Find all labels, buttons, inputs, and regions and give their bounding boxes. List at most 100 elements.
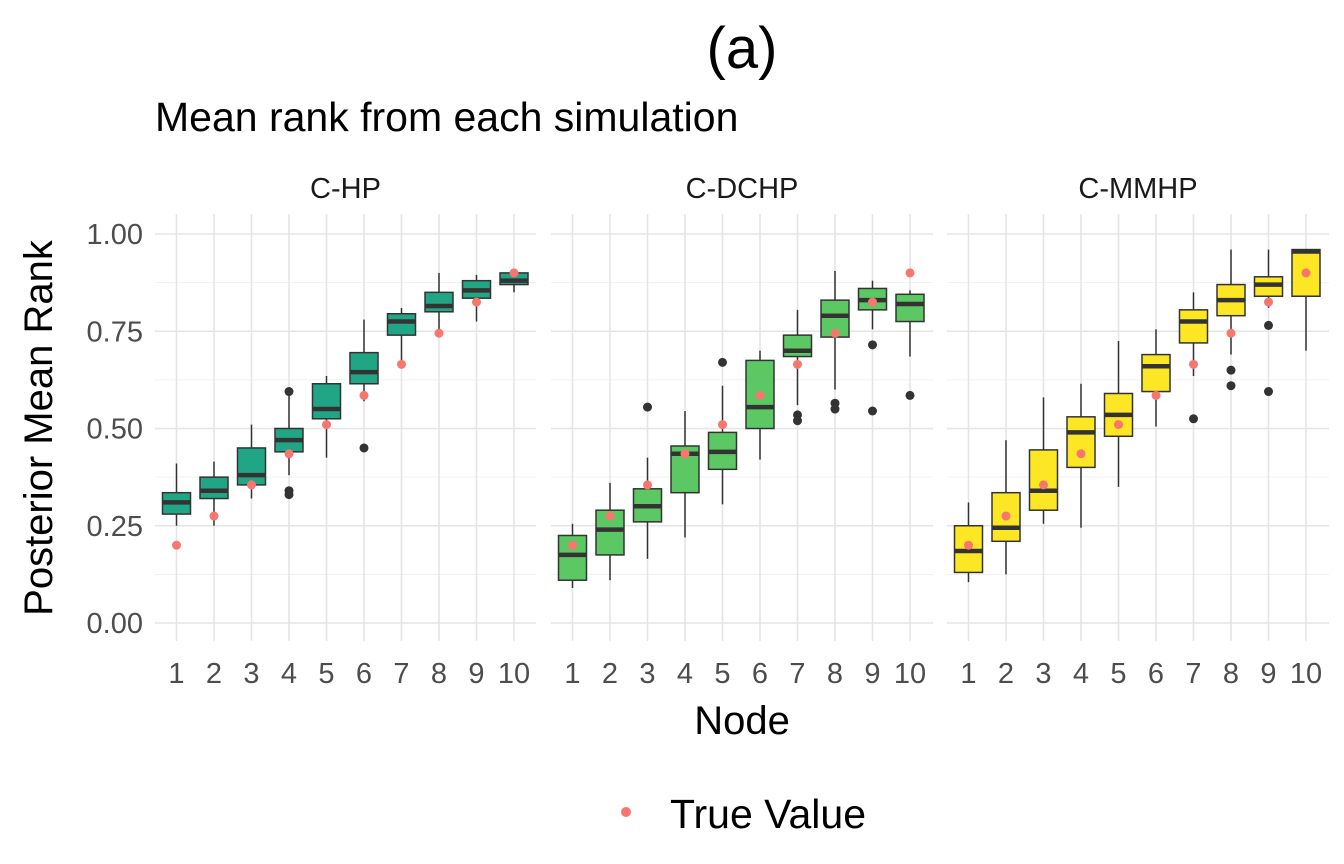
outlier-point — [718, 357, 727, 367]
x-tick-label: 10 — [1290, 658, 1322, 690]
outlier-point — [1226, 365, 1236, 375]
y-tick-label: 0.00 — [87, 608, 143, 640]
true-value-point — [322, 420, 331, 430]
box-iqr — [1178, 309, 1209, 344]
true-value-point — [755, 390, 765, 400]
box-node-7 — [386, 307, 417, 369]
y-tick-label: 0.25 — [87, 511, 143, 543]
facet-label: C-HP — [310, 173, 381, 205]
box-iqr — [782, 334, 813, 358]
x-tick-label: 1 — [960, 658, 976, 690]
true-value-point — [568, 540, 577, 550]
panel-c-hp: C-HP 1 2 3 4 5 6 7 8 9 10 — [155, 173, 536, 690]
x-tick-label: 6 — [752, 658, 768, 690]
true-value-point — [793, 359, 802, 369]
true-value-point — [172, 540, 181, 550]
x-tick-label: 3 — [1035, 658, 1051, 690]
outlier-point — [284, 490, 294, 500]
x-tick-label: 3 — [243, 658, 259, 690]
y-axis: 0.00 0.25 0.50 0.75 1.00 — [87, 219, 143, 640]
box-iqr — [199, 476, 229, 500]
y-axis-label: Posterior Mean Rank — [17, 239, 61, 616]
chart-title: Mean rank from each simulation — [155, 94, 738, 140]
x-tick-label: 9 — [864, 658, 880, 690]
x-tick-label: 6 — [356, 658, 372, 690]
box-node-2 — [991, 440, 1021, 575]
true-value-point — [434, 328, 444, 338]
panel-c-mmhp: C-MMHP 1 2 3 4 5 6 7 8 9 10 — [947, 173, 1329, 690]
box-node-3 — [236, 424, 267, 499]
x-tick-label: 3 — [639, 658, 655, 690]
true-value-point — [1039, 480, 1048, 490]
true-value-point — [1151, 390, 1161, 400]
outlier-point — [793, 416, 802, 426]
x-tick-label: 4 — [677, 658, 693, 690]
true-value-point — [209, 511, 219, 521]
box-node-10 — [1291, 248, 1321, 351]
outlier-point — [359, 443, 369, 453]
x-tick-label: 6 — [1148, 658, 1164, 690]
box-node-5 — [707, 357, 738, 505]
box-node-8 — [820, 270, 850, 414]
outlier-point — [643, 402, 652, 412]
legend: True Value — [621, 791, 866, 837]
outlier-point — [905, 390, 915, 400]
true-value-point — [964, 540, 973, 550]
box-node-1 — [161, 463, 192, 550]
box-node-6 — [1141, 329, 1171, 427]
y-tick-label: 0.50 — [87, 414, 143, 446]
true-value-point — [247, 480, 256, 490]
facet-label: C-MMHP — [1078, 173, 1197, 205]
outlier-point — [868, 406, 877, 416]
box-node-6 — [349, 319, 379, 453]
true-value-point — [472, 297, 481, 307]
x-tick-label: 7 — [393, 658, 409, 690]
x-tick-label: 9 — [468, 658, 484, 690]
true-value-point — [718, 420, 727, 430]
box-iqr — [1066, 416, 1096, 469]
true-value-point — [1001, 511, 1011, 521]
box-iqr — [386, 312, 417, 336]
true-value-point — [509, 268, 519, 278]
true-value-point — [359, 390, 369, 400]
true-value-point — [1076, 449, 1086, 459]
true-value-point — [643, 480, 652, 490]
box-node-6 — [745, 350, 775, 460]
x-tick-label: 2 — [998, 658, 1014, 690]
true-value-point — [605, 511, 615, 521]
x-tick-label: 2 — [602, 658, 618, 690]
y-tick-label: 1.00 — [87, 219, 143, 251]
box-iqr — [895, 293, 925, 323]
legend-true-value-marker — [621, 807, 631, 817]
x-tick-label: 7 — [1185, 658, 1201, 690]
box-iqr — [1141, 353, 1171, 393]
box-node-4 — [670, 410, 700, 538]
true-value-point — [680, 449, 690, 459]
true-value-point — [830, 328, 840, 338]
box-node-2 — [595, 482, 625, 581]
box-iqr — [349, 351, 379, 385]
box-node-3 — [632, 402, 663, 559]
x-tick-label: 2 — [206, 658, 222, 690]
box-iqr — [236, 447, 267, 486]
x-tick-label: 5 — [714, 658, 730, 690]
outlier-point — [1226, 381, 1236, 391]
box-node-3 — [1028, 397, 1059, 524]
x-tick-label: 8 — [1223, 658, 1239, 690]
box-iqr — [311, 383, 342, 420]
x-tick-label: 9 — [1260, 658, 1276, 690]
outlier-point — [830, 404, 840, 414]
box-node-4 — [1066, 383, 1096, 528]
x-tick-label: 5 — [1110, 658, 1126, 690]
box-node-8 — [1216, 249, 1246, 391]
x-tick-label: 1 — [168, 658, 184, 690]
box-node-2 — [199, 461, 229, 526]
true-value-point — [905, 268, 915, 278]
x-tick-label: 1 — [564, 658, 580, 690]
box-node-1 — [953, 502, 984, 583]
x-tick-label: 10 — [498, 658, 530, 690]
true-value-point — [1189, 359, 1198, 369]
box-node-9 — [461, 274, 492, 322]
figure-tag: (a) — [707, 16, 778, 81]
